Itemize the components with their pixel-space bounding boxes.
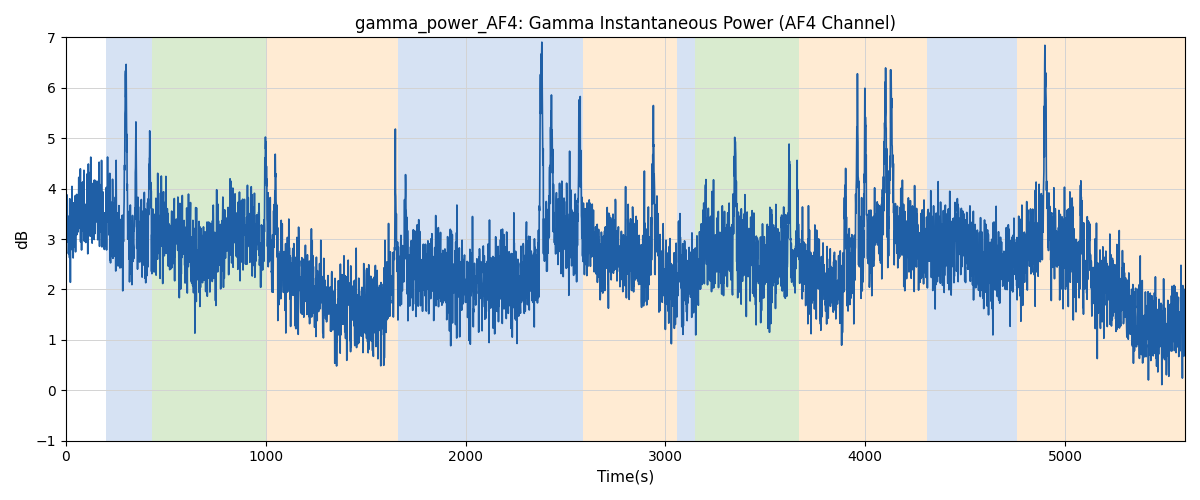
Bar xyxy=(1018,38,1186,440)
Bar xyxy=(583,38,677,440)
Y-axis label: dB: dB xyxy=(16,229,30,249)
Bar xyxy=(677,38,695,440)
Title: gamma_power_AF4: Gamma Instantaneous Power (AF4 Channel): gamma_power_AF4: Gamma Instantaneous Pow… xyxy=(355,15,896,34)
Bar xyxy=(397,38,583,440)
X-axis label: Time(s): Time(s) xyxy=(596,470,654,485)
Bar xyxy=(928,38,1018,440)
Bar xyxy=(695,38,799,440)
Bar xyxy=(106,38,151,440)
Bar xyxy=(265,38,397,440)
Bar xyxy=(151,38,265,440)
Bar xyxy=(799,38,928,440)
